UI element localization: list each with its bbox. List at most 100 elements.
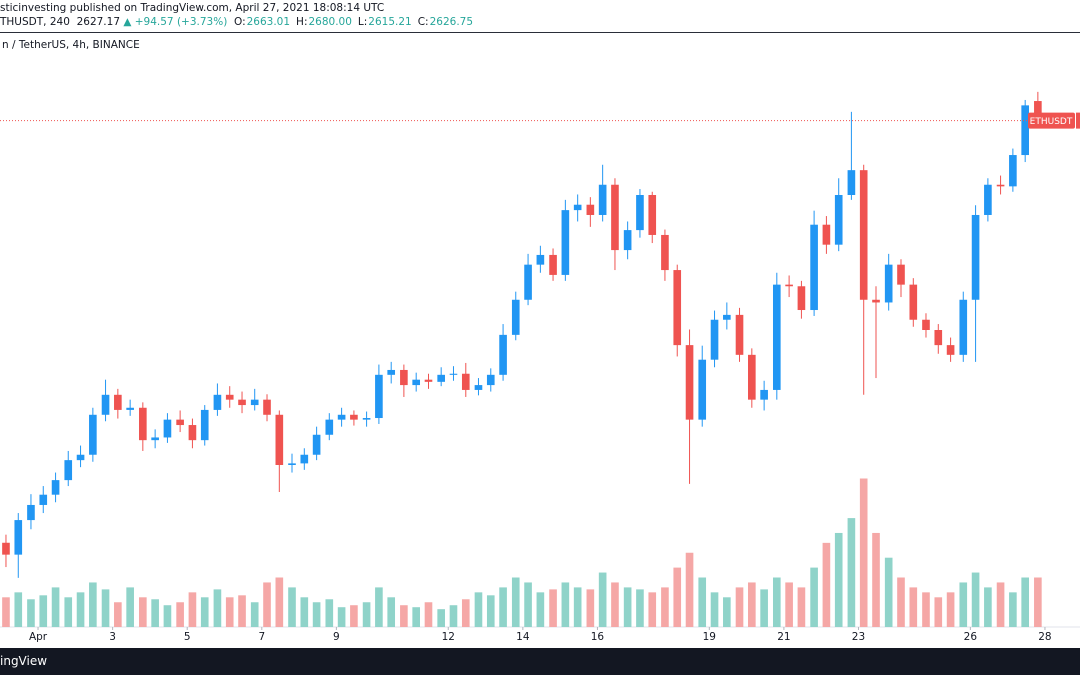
volume-bar <box>64 597 73 627</box>
volume-bar <box>1009 592 1017 627</box>
volume-bar <box>623 587 632 627</box>
candle-body <box>922 319 930 330</box>
candle-body <box>561 210 570 275</box>
volume-bar <box>139 597 147 627</box>
candle-body <box>685 345 694 420</box>
x-tick-label: 3 <box>109 631 116 643</box>
candle-body <box>238 399 246 406</box>
volume-bar <box>611 582 619 627</box>
candle-body <box>275 414 284 465</box>
volume-bar <box>785 582 793 627</box>
candle-body <box>723 314 731 320</box>
candle-body <box>325 419 334 435</box>
candle-body <box>710 319 719 360</box>
candle-body <box>524 264 532 300</box>
volume-bar <box>536 592 545 627</box>
candle-body <box>573 204 582 211</box>
volume-bar <box>76 592 85 627</box>
last-price-label: ETHUSDT <box>1030 117 1073 127</box>
candle-body <box>499 334 507 375</box>
candle-body <box>486 374 495 386</box>
volume-bar <box>748 582 756 627</box>
volume-bar <box>1021 577 1029 627</box>
candle-body <box>810 224 818 311</box>
volume-bar <box>250 602 259 627</box>
volume-bar <box>760 589 768 627</box>
volume-bar <box>996 582 1005 627</box>
volume-bar <box>238 595 246 627</box>
volume-bar <box>847 518 856 627</box>
price-axis-tag <box>1076 112 1080 129</box>
candle-body <box>449 373 458 375</box>
candle-body <box>437 374 445 382</box>
candle-body <box>89 414 97 455</box>
candle-body <box>400 369 408 386</box>
volume-bar <box>101 589 110 627</box>
candle-body <box>897 264 905 285</box>
x-tick-label: 5 <box>184 631 191 643</box>
ohlc-value: 2615.21 <box>368 16 412 28</box>
volume-bar <box>735 587 744 627</box>
volume-bar <box>126 587 134 627</box>
candle-body <box>586 204 595 215</box>
brand: ingView <box>0 654 48 668</box>
volume-bar <box>312 602 321 627</box>
volume-bar <box>909 587 918 627</box>
publish-info: sticinvesting published on TradingView.c… <box>0 2 385 14</box>
candle-body <box>461 373 470 390</box>
volume-bar <box>1034 577 1042 627</box>
candle-body <box>536 254 545 265</box>
candle-body <box>176 419 184 426</box>
volume-bar <box>213 589 222 627</box>
x-tick-label: 14 <box>516 631 530 643</box>
candle-body <box>64 460 73 481</box>
candle-body <box>511 299 520 335</box>
x-tick-label: 23 <box>852 631 865 643</box>
volume-bar <box>971 572 980 627</box>
candle-body <box>549 254 557 275</box>
candle-body <box>288 463 296 465</box>
candle-body <box>263 399 271 415</box>
volume-bar <box>872 532 880 627</box>
candle-body <box>474 385 483 390</box>
volume-bar <box>437 609 445 627</box>
volume-bar <box>586 589 595 627</box>
candle-body <box>872 299 880 303</box>
volume-bar <box>350 605 358 627</box>
volume-bar <box>449 605 458 627</box>
candle-body <box>934 330 943 346</box>
x-tick-label: 7 <box>258 631 265 643</box>
volume-bar <box>573 587 582 627</box>
volume-bar <box>263 582 271 627</box>
candle-body <box>661 234 669 271</box>
ohlc-key: C: <box>417 16 429 28</box>
volume-bar <box>710 592 719 627</box>
candle-body <box>151 437 159 441</box>
volume-bar <box>474 592 483 627</box>
candle-body <box>959 299 968 355</box>
candle-body <box>847 170 856 195</box>
candle-body <box>673 270 682 346</box>
volume-bar <box>897 577 905 627</box>
candle-body <box>1021 105 1029 156</box>
candle-body <box>76 454 85 461</box>
volume-bar <box>723 597 731 627</box>
ohlc-key: L: <box>357 16 368 28</box>
volume-bar <box>884 557 893 627</box>
candle-body <box>611 184 619 251</box>
candle-body <box>971 214 980 300</box>
volume-bar <box>461 599 470 627</box>
volume-bar <box>922 592 930 627</box>
volume-bar <box>375 587 383 627</box>
candle-body <box>213 394 222 410</box>
ohlc-value: 2663.01 <box>246 16 291 28</box>
volume-bar <box>698 577 707 627</box>
volume-bar <box>412 607 421 627</box>
candle-body <box>698 359 707 420</box>
volume-bar <box>511 577 520 627</box>
candle-body <box>623 230 632 251</box>
volume-bar <box>151 599 159 627</box>
candle-body <box>735 314 744 355</box>
candle-body <box>648 195 657 235</box>
